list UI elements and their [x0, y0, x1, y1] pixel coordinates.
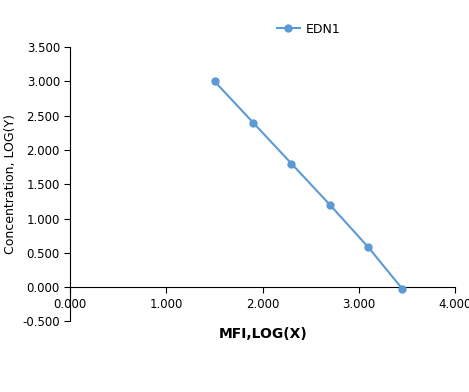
EDN1 — [399, 286, 405, 291]
EDN1 — [250, 120, 256, 125]
EDN1 — [366, 245, 371, 250]
Legend: EDN1: EDN1 — [272, 18, 346, 41]
Line: EDN1: EDN1 — [211, 78, 406, 292]
Y-axis label: Concentration, LOG(Y): Concentration, LOG(Y) — [4, 114, 17, 254]
EDN1 — [327, 202, 333, 207]
X-axis label: MFI,LOG(X): MFI,LOG(X) — [218, 327, 307, 341]
EDN1 — [288, 162, 294, 166]
EDN1 — [212, 79, 218, 84]
